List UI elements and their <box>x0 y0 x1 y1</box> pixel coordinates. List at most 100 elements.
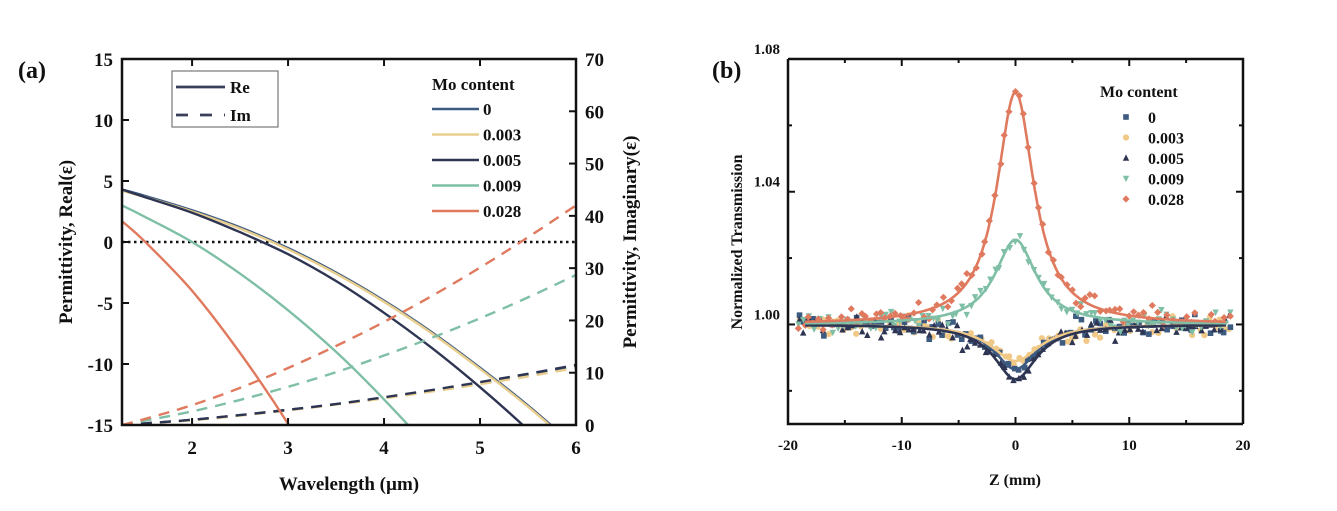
x-tick-label: 6 <box>571 438 581 459</box>
data-point-0 <box>1164 326 1170 333</box>
data-point-0.003 <box>988 339 995 346</box>
data-point-0.005 <box>926 331 933 338</box>
imag-curve-0 <box>122 364 576 425</box>
data-point-0.028 <box>1191 309 1199 317</box>
data-point-0.009 <box>1212 309 1219 316</box>
x-tick-label: -20 <box>778 438 798 454</box>
data-point-0.005 <box>1139 328 1147 335</box>
data-point-0.005 <box>796 316 803 323</box>
legend-title: Mo content <box>432 75 515 94</box>
data-point-0 <box>926 336 933 343</box>
data-point-0.028 <box>958 280 966 288</box>
data-point-0.009 <box>934 317 941 324</box>
data-point-0.003 <box>853 330 860 337</box>
data-point-0 <box>1073 313 1079 320</box>
panel-b-plot-area <box>794 87 1234 384</box>
data-point-0.009 <box>1040 280 1048 288</box>
y2-tick-label: 60 <box>585 102 604 123</box>
data-point-0.028 <box>1220 313 1228 322</box>
data-point-0.028 <box>891 309 899 317</box>
y2-tick-label: 50 <box>585 155 604 176</box>
data-point-0 <box>1146 331 1152 337</box>
fit-curve-0.028 <box>804 90 1227 324</box>
legend-label-0: 0 <box>483 100 492 119</box>
data-point-0.005 <box>1198 326 1205 334</box>
data-point-0.003 <box>1096 334 1104 341</box>
data-point-0.005 <box>930 321 938 329</box>
data-point-0.028 <box>1091 292 1099 300</box>
data-point-0.005 <box>1211 326 1218 333</box>
data-point-0 <box>810 316 816 322</box>
panel-a-style-legend: Re Im <box>171 70 279 128</box>
legend-label-0.003: 0.003 <box>1148 131 1184 148</box>
y-tick-label: -10 <box>88 355 113 376</box>
legend-label-0.028: 0.028 <box>1148 192 1184 209</box>
data-point-0 <box>1207 330 1214 336</box>
data-point-0.028 <box>1072 299 1080 307</box>
data-point-0.009 <box>977 287 984 295</box>
data-point-0.005 <box>892 326 899 334</box>
x-tick-label: 4 <box>379 438 389 459</box>
legend-label-0.005: 0.005 <box>1148 151 1184 168</box>
data-point-0 <box>1024 356 1031 363</box>
legend-label-0.009: 0.009 <box>1148 172 1184 189</box>
y2-tick-label: 40 <box>585 207 604 228</box>
data-point-0.009 <box>971 294 979 301</box>
data-point-0.028 <box>877 309 885 317</box>
data-point-0.005 <box>1083 331 1091 338</box>
data-point-0.005 <box>1135 325 1142 332</box>
legend-re-label: Re <box>230 78 250 97</box>
data-point-0.005 <box>920 327 927 334</box>
data-point-0.028 <box>794 324 802 333</box>
real-curve-0 <box>122 188 553 425</box>
legend-marker-0 <box>1123 114 1129 120</box>
fit-curve-0.009 <box>805 238 1226 325</box>
data-point-0.005 <box>1069 338 1076 346</box>
data-point-0.005 <box>1111 337 1119 344</box>
y-tick-label: 1.04 <box>754 175 781 191</box>
data-point-0.005 <box>858 327 866 335</box>
data-point-0.028 <box>1163 311 1171 319</box>
data-point-0.009 <box>829 329 836 337</box>
data-point-0.009 <box>1189 329 1196 336</box>
data-point-0 <box>1005 360 1012 367</box>
data-point-0 <box>939 332 945 338</box>
data-point-0.009 <box>1107 322 1114 330</box>
legend-marker-0.009 <box>1122 175 1130 183</box>
data-point-0.005 <box>1182 324 1190 331</box>
data-point-0.009 <box>795 321 802 328</box>
data-point-0.005 <box>949 334 956 341</box>
data-point-0.003 <box>1010 360 1017 368</box>
data-point-0.009 <box>834 325 842 333</box>
legend-label-0.028: 0.028 <box>483 202 521 221</box>
y2-tick-label: 10 <box>585 364 604 385</box>
data-point-0.003 <box>1201 332 1208 339</box>
imag-curve-0.028 <box>122 204 576 425</box>
fit-curve-0.005 <box>805 324 1226 381</box>
data-point-0.005 <box>1121 326 1128 333</box>
y2-tick-label: 70 <box>585 50 604 71</box>
panel-a-ticks: 2 3 4 5 6 -15 -10 -5 0 5 10 15 0 10 20 30 40 50 60 70 <box>88 50 604 459</box>
imag-curve-0.009 <box>122 273 576 425</box>
panel-b-legend: Mo content 0 0.003 0.005 0.009 0.028 <box>1100 84 1184 209</box>
x-tick-label: 2 <box>187 438 197 459</box>
data-point-0.009 <box>810 326 818 333</box>
data-point-0 <box>1059 340 1066 346</box>
data-point-0.028 <box>819 326 827 334</box>
data-point-0.028 <box>1139 308 1148 317</box>
data-point-0 <box>1021 364 1028 371</box>
data-point-0.005 <box>881 327 888 335</box>
legend-marker-0.005 <box>1122 154 1130 161</box>
data-point-0.028 <box>939 293 948 301</box>
legend-label-0.005: 0.005 <box>483 151 521 170</box>
data-point-0.005 <box>971 339 979 346</box>
data-point-0.003 <box>1091 331 1099 338</box>
legend-label-0: 0 <box>1148 110 1156 127</box>
data-point-0 <box>821 333 827 339</box>
panel-b-y-axis-title: Normalized Transmission <box>729 154 746 329</box>
data-point-0.005 <box>853 313 861 320</box>
real-curve-0.009 <box>122 204 410 425</box>
style-legend-box <box>171 70 279 128</box>
x-tick-label: 20 <box>1236 438 1251 454</box>
data-point-0.028 <box>861 312 869 320</box>
